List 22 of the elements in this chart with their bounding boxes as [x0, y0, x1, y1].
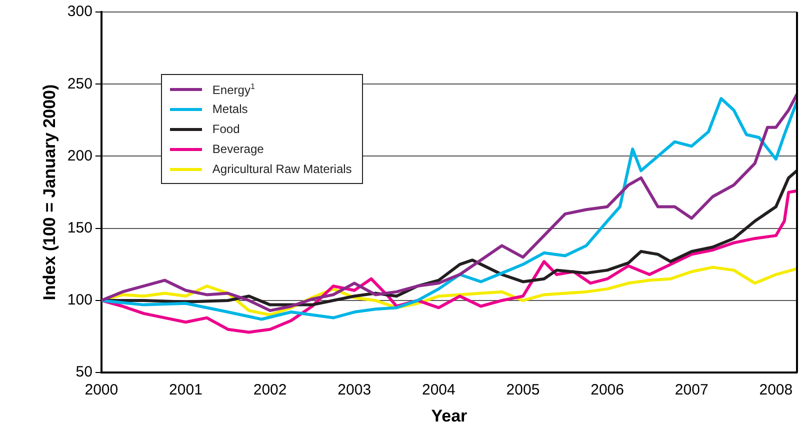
legend-label: Food	[212, 122, 240, 136]
y-axis-title: Index (100 = January 2000)	[40, 84, 59, 300]
x-tick-label: 2006	[590, 382, 624, 399]
y-tick-label: 300	[67, 3, 92, 20]
legend-label: Beverage	[212, 142, 264, 156]
y-tick-label: 100	[67, 292, 92, 309]
x-tick-label: 2002	[253, 382, 287, 399]
legend-label: Energy$^{1}$	[212, 82, 255, 96]
x-axis-title: Year	[431, 406, 468, 426]
y-tick-label: 200	[67, 147, 92, 164]
x-tick-label: 2004	[422, 382, 456, 399]
y-tick-label: 150	[67, 220, 92, 236]
y-tick-label: 250	[67, 75, 92, 92]
x-tick-label: 2000	[84, 382, 118, 399]
x-tick-label: 2003	[338, 382, 372, 399]
y-tick-label: 50	[76, 364, 92, 381]
legend-label: Metals	[212, 102, 248, 116]
legend-label: Agricultural Raw Materials	[212, 162, 352, 176]
x-tick-label: 2007	[674, 382, 708, 399]
x-tick-label: 2005	[506, 382, 540, 399]
x-tick-label: 2001	[169, 382, 202, 399]
x-tick-label: 2008	[759, 382, 793, 399]
